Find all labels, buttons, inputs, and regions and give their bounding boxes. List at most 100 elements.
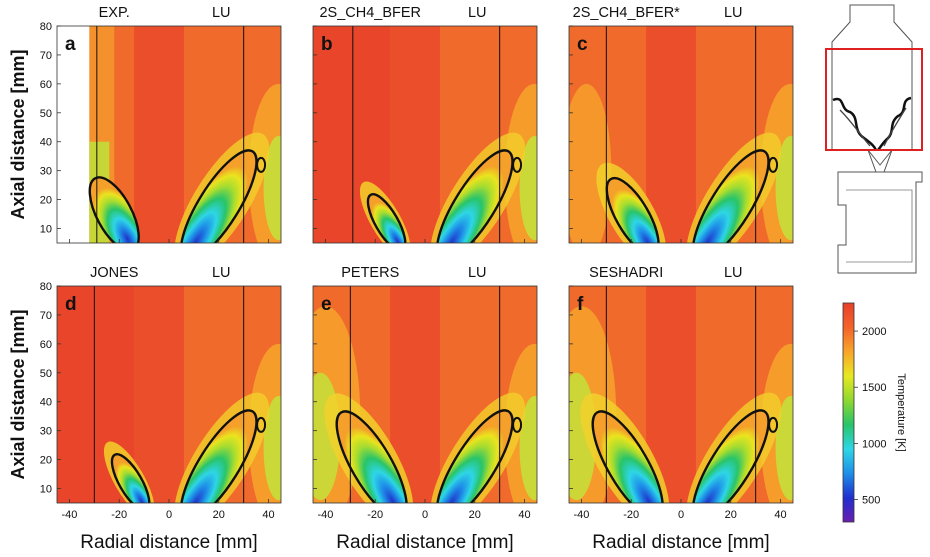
y-tick-label: 40 [40, 137, 52, 149]
flame-left-contour [591, 410, 664, 503]
flame-right [174, 132, 270, 243]
y-tick-label: 30 [40, 166, 52, 178]
x-tick-label: 20 [725, 509, 737, 521]
panel-c: c 2S_CH4_BFER* LU [568, 5, 794, 244]
x-tick-label: -20 [367, 509, 383, 521]
axes: Axial distance [mm] Axial distance [mm] Ra… [8, 49, 770, 553]
x-tick-label: 20 [213, 509, 225, 521]
colorbar-tick-label: 500 [862, 495, 880, 507]
flame-right [430, 132, 526, 243]
hot-core [134, 286, 184, 503]
panel-right-title: LU [212, 5, 231, 21]
panel-f: f SESHADRI LU -40 -20 0 20 40 [568, 265, 794, 521]
small-contour-right [256, 156, 267, 173]
y-tick-label: 70 [40, 50, 52, 62]
burner-outline-upper [831, 4, 913, 166]
panel-right-title: LU [468, 265, 487, 281]
y-tick-label: 20 [40, 455, 52, 467]
flame-right [174, 392, 270, 503]
panel-b: b 2S_CH4_BFER LU [312, 5, 538, 244]
x-axis-label: Radial distance [mm] [592, 532, 769, 553]
inset-flame-left [832, 97, 878, 151]
y-tick-label: 40 [40, 397, 52, 409]
y-tick-label: 50 [40, 108, 52, 120]
x-tick-label: -20 [623, 509, 639, 521]
panel-left-title: SESHADRI [589, 265, 663, 281]
inset-flame-right [877, 96, 912, 151]
x-tick-label: -20 [111, 509, 127, 521]
panel-left-title: JONES [90, 265, 138, 281]
small-contour-right [768, 156, 779, 173]
x-tick-label: 40 [774, 509, 786, 521]
y-tick-label: 80 [40, 281, 52, 293]
panel-left-title: 2S_CH4_BFER [319, 5, 421, 21]
panel-right-title: LU [724, 5, 743, 21]
y-tick-label: 70 [40, 310, 52, 322]
y-tick-label: 30 [40, 426, 52, 438]
flame-right-contour [179, 409, 258, 503]
inset-highlight-box [825, 48, 923, 151]
hot-core [646, 26, 696, 243]
colorbar: 500 1000 1500 2000 Temperature [K] [842, 302, 907, 523]
flame-right-contour [691, 409, 770, 503]
panel-c-field [569, 26, 793, 243]
flame-left [580, 393, 670, 503]
flame-left-contour [366, 193, 407, 243]
flame-right-contour [435, 149, 514, 243]
panel-e: e PETERS LU -40 -20 0 20 40 [312, 265, 538, 521]
small-contour-right [512, 416, 523, 433]
flame-left-contour [110, 453, 151, 503]
flame-right [686, 132, 782, 243]
panel-a: a EXP. LU 10 20 30 40 50 60 70 80 [40, 5, 282, 244]
panel-left-title: EXP. [99, 5, 130, 21]
y-tick-label: 10 [40, 224, 52, 236]
hot-core [390, 26, 440, 243]
hot-core [134, 26, 184, 243]
x-axis-label: Radial distance [mm] [336, 532, 513, 553]
colorbar-ramp [842, 302, 855, 523]
y-tick-label: 50 [40, 368, 52, 380]
y-axis-label: Axial distance [mm] [8, 309, 28, 479]
panel-left-title: 2S_CH4_BFER* [573, 5, 681, 21]
colorbar-tick-label: 1000 [862, 438, 886, 450]
y-tick-label: 60 [40, 79, 52, 91]
panel-a-field [57, 26, 281, 243]
burner-nozzle [867, 149, 893, 173]
panel-letter: b [321, 34, 333, 55]
flame-left [324, 393, 414, 503]
x-tick-label: 40 [518, 509, 530, 521]
panel-right-title: LU [212, 265, 231, 281]
burner-inner [846, 189, 913, 263]
flame-left [596, 162, 667, 243]
x-tick-label: 0 [166, 509, 172, 521]
panels: a EXP. LU 10 20 30 40 50 60 70 80 b 2S_CH4_BFER LU c 2S… [40, 5, 794, 521]
x-tick-label: -40 [573, 509, 589, 521]
flame-right [430, 392, 526, 503]
panel-b-field [313, 26, 537, 243]
inset-flame-left-inner [839, 109, 871, 147]
x-tick-label: -40 [61, 509, 77, 521]
panel-letter: d [65, 294, 77, 315]
panel-f-field [569, 286, 793, 503]
x-axis-label: Radial distance [mm] [80, 532, 257, 553]
burner-inset [825, 4, 923, 274]
panel-letter: f [577, 294, 584, 315]
x-tick-label: 20 [469, 509, 481, 521]
flame-left [359, 181, 411, 243]
colorbar-tick-label: 2000 [862, 326, 886, 338]
y-tick-label: 80 [40, 21, 52, 33]
flame-left-contour [88, 176, 140, 243]
panel-right-title: LU [468, 5, 487, 21]
no-data-region [57, 26, 90, 243]
small-contour-right [512, 156, 523, 173]
panel-letter: a [65, 34, 76, 55]
warm-zone-left [569, 83, 612, 243]
panel-letter: c [577, 34, 588, 55]
flame-left [88, 176, 140, 243]
colorbar-tick-label: 1500 [862, 382, 886, 394]
flame-left [103, 441, 155, 503]
panel-e-field [313, 286, 537, 503]
y-tick-label: 60 [40, 339, 52, 351]
flame-right [686, 392, 782, 503]
